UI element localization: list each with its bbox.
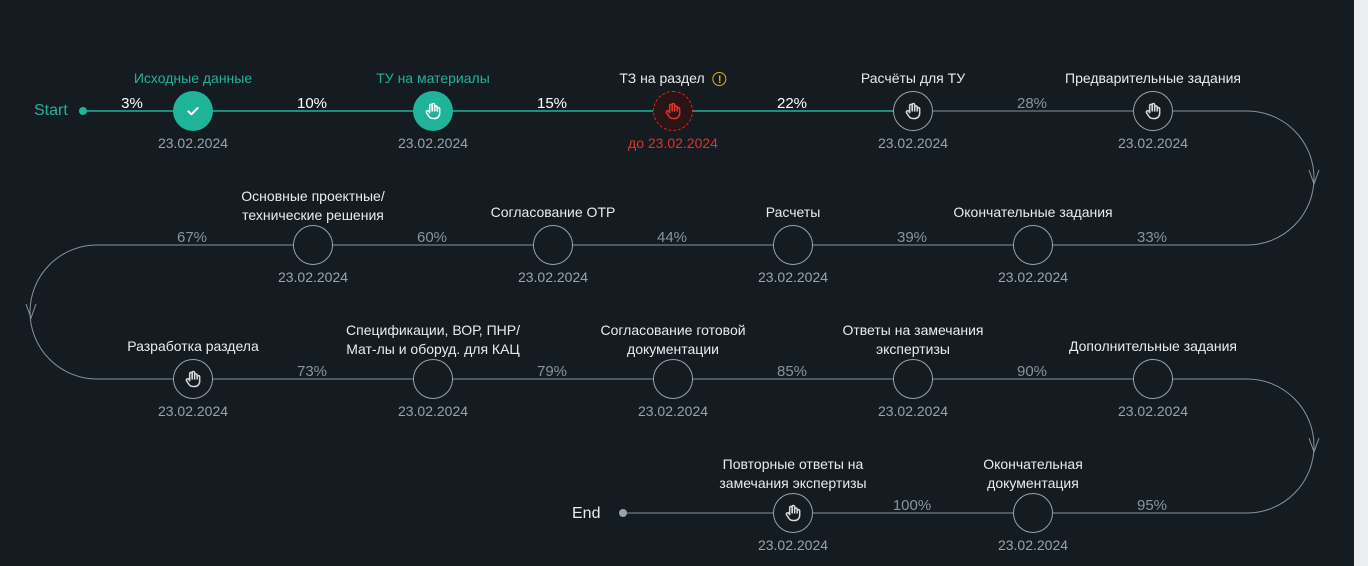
step-date: 23.02.2024 [877,403,949,419]
step-node[interactable] [893,359,933,399]
step-date: до 23.02.2024 [628,135,718,151]
step-label: Согласование ОТР [490,204,616,220]
step-label: Повторные ответы на замечания экспертизы [719,456,867,491]
step-node[interactable] [413,359,453,399]
end-label: End [572,505,601,522]
segment-percent: 22% [776,95,808,112]
step-node[interactable] [893,91,933,131]
step-label: Основные проектные/технические решения [241,188,385,223]
segment-percent: 15% [536,95,568,112]
step-label: Исходные данные [133,70,253,86]
step-date: 23.02.2024 [397,403,469,419]
step-node[interactable] [1013,493,1053,533]
step-node[interactable] [173,359,213,399]
segment-percent: 90% [1016,363,1048,380]
step-label: Дополнительные задания [1068,338,1238,354]
end-dot [619,509,627,517]
step-date: 23.02.2024 [397,135,469,151]
step-node[interactable] [173,91,213,131]
step-date: 23.02.2024 [997,269,1069,285]
segment-percent: 73% [296,363,328,380]
step-date: 23.02.2024 [277,269,349,285]
step-node[interactable] [653,91,693,131]
check-icon [185,103,201,119]
step-node[interactable] [533,225,573,265]
segment-percent: 67% [176,229,208,246]
step-date: 23.02.2024 [1117,403,1189,419]
segment-percent: 95% [1136,497,1168,514]
step-date: 23.02.2024 [157,403,229,419]
hand-icon [903,101,923,121]
step-date: 23.02.2024 [757,537,829,553]
step-label: Окончательные задания [953,204,1113,220]
step-label: ТЗ на раздел! [619,69,727,88]
hand-icon [183,369,203,389]
start-dot [79,107,87,115]
curve-right-2 [1246,378,1315,514]
step-date: 23.02.2024 [637,403,709,419]
step-label: Предварительные задания [1065,70,1241,86]
step-node[interactable] [1133,359,1173,399]
step-date: 23.02.2024 [877,135,949,151]
segment-percent: 79% [536,363,568,380]
hand-icon [423,101,443,121]
step-node[interactable] [1013,225,1053,265]
segment-percent: 3% [121,95,143,112]
step-node[interactable] [413,91,453,131]
segment-percent: 100% [892,497,932,514]
segment-percent: 28% [1016,95,1048,112]
segment-percent: 85% [776,363,808,380]
step-label: Расчеты [765,204,821,220]
step-node[interactable] [773,225,813,265]
step-date: 23.02.2024 [757,269,829,285]
arrow-down-1 [1308,169,1320,186]
step-date: 23.02.2024 [1117,135,1189,151]
curve-left-1 [29,244,98,380]
step-label: ТУ на материалы [376,70,490,86]
segment-percent: 33% [1136,229,1168,246]
arrow-down-2 [25,303,37,320]
step-label: Окончательная документация [983,456,1083,491]
segment-percent: 60% [416,229,448,246]
step-label: Разработка раздела [127,338,259,354]
step-node[interactable] [773,493,813,533]
step-date: 23.02.2024 [997,537,1069,553]
step-node[interactable] [1133,91,1173,131]
warning-icon: ! [712,72,727,87]
segment-percent: 10% [296,95,328,112]
hand-icon [663,101,683,121]
step-node[interactable] [653,359,693,399]
step-label: Согласование готовой документации [600,322,746,357]
segment-percent: 44% [656,229,688,246]
curve-right-1 [1246,110,1315,246]
step-date: 23.02.2024 [157,135,229,151]
step-label: Ответы на замечания экспертизы [842,322,984,357]
start-label: Start [34,102,68,119]
step-label: Спецификации, ВОР, ПНР/Мат-лы и оборуд. … [346,322,520,357]
step-label: Расчёты для ТУ [860,70,966,86]
segment-percent: 39% [896,229,928,246]
arrow-down-3 [1308,437,1320,454]
hand-icon [783,503,803,523]
step-date: 23.02.2024 [517,269,589,285]
hand-icon [1143,101,1163,121]
scrollbar[interactable] [1354,0,1368,566]
step-node[interactable] [293,225,333,265]
